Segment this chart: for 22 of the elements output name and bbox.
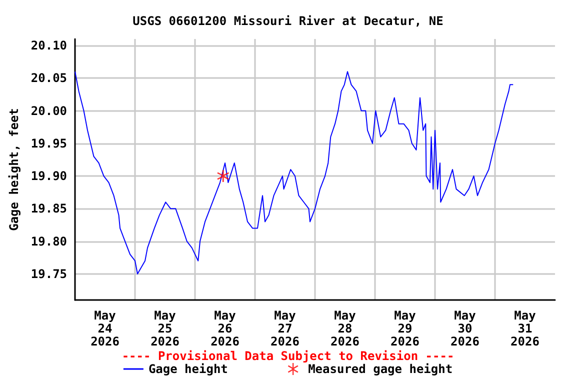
text: ---- Provisional Data Subject to Revision ---- — [122, 349, 454, 363]
x-tick-label: May 28 2026 — [330, 308, 360, 348]
y-tick-label: 20.10 — [30, 38, 68, 53]
y-tick-label: 19.90 — [30, 169, 68, 184]
y-tick-label: 19.75 — [30, 266, 68, 281]
y-tick-label: 20.05 — [30, 71, 68, 86]
x-tick-label: May 29 2026 — [390, 308, 420, 348]
legend-label: Measured gage height — [308, 362, 453, 376]
x-tick-label: May 31 2026 — [510, 308, 540, 348]
y-tick-label: 20.00 — [30, 104, 68, 118]
y-tick-label: 19.80 — [30, 234, 68, 248]
legend-label: Gage height — [148, 362, 228, 376]
x-tick-label: May 27 2026 — [270, 308, 300, 348]
x-tick-label: May 25 2026 — [150, 308, 180, 348]
y-tick-label: 19.85 — [30, 202, 68, 216]
x-tick-label: May 30 2026 — [450, 308, 480, 348]
chart-title: USGS 06601200 Missouri River at Decatur, NE — [132, 14, 444, 28]
x-tick-label: May 26 2026 — [210, 308, 240, 348]
line-series — [74, 71, 514, 274]
y-tick-label: 19.95 — [30, 136, 68, 150]
y-axis-title: Gage height, feet — [7, 108, 21, 231]
x-tick-label: May 24 2026 — [90, 308, 120, 348]
